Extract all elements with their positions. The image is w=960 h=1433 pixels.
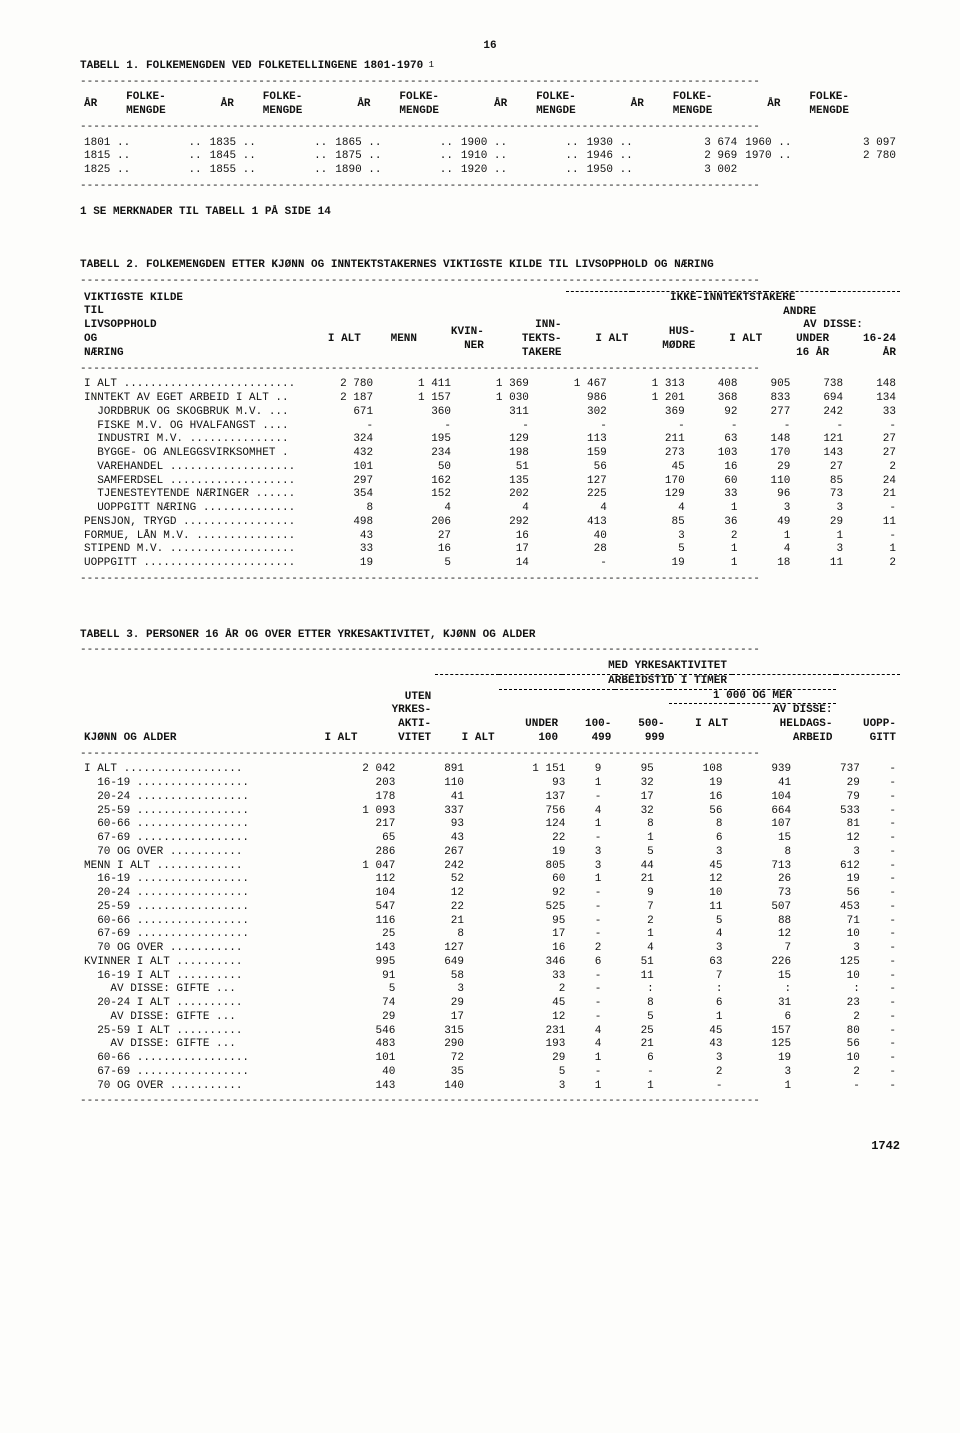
table-row: STIPEND M.V. ...................33161728… bbox=[80, 543, 900, 557]
footnote-marker: 1 bbox=[423, 60, 434, 70]
table2-body: I ALT ..........................2 7801 4… bbox=[80, 378, 900, 571]
divider: ----------------------------------------… bbox=[80, 644, 900, 658]
table-row: INNTEKT AV EGET ARBEID I ALT ..2 1871 15… bbox=[80, 392, 900, 406]
table-row: 60-66 .................1162195-258871- bbox=[80, 915, 900, 929]
divider: ----------------------------------------… bbox=[80, 363, 900, 377]
table-row: 20-24 .................17841137-17161047… bbox=[80, 791, 900, 805]
table-row: 67-69 .................40355--232- bbox=[80, 1066, 900, 1080]
table1-note: 1 SE MERKNADER TIL TABELL 1 PÅ SIDE 14 bbox=[80, 206, 900, 220]
table-row: I ALT ..........................2 7801 4… bbox=[80, 378, 900, 392]
table-row: UOPPGITT .......................19514-19… bbox=[80, 557, 900, 571]
table-row: 67-69 .................654322-161512- bbox=[80, 832, 900, 846]
table-row: 67-69 .................25817-141210- bbox=[80, 928, 900, 942]
divider: ----------------------------------------… bbox=[80, 180, 900, 194]
table-row: 25-59 .................54722525-71150745… bbox=[80, 901, 900, 915]
divider: ----------------------------------------… bbox=[80, 1095, 900, 1109]
table-row: MENN I ALT .............1 04724280534445… bbox=[80, 860, 900, 874]
table3-title: TABELL 3. PERSONER 16 ÅR OG OVER ETTER Y… bbox=[80, 629, 900, 643]
table-row: 60-66 .................2179312418810781- bbox=[80, 818, 900, 832]
divider: ----------------------------------------… bbox=[80, 121, 900, 135]
table-row: 25-59 .................1 093337756432566… bbox=[80, 805, 900, 819]
table-row: TJENESTEYTENDE NÆRINGER ......3541522022… bbox=[80, 488, 900, 502]
table2-title: TABELL 2. FOLKEMENGDEN ETTER KJØNN OG IN… bbox=[80, 259, 900, 273]
divider: ----------------------------------------… bbox=[80, 275, 900, 289]
table-row: 70 OG OVER ...........143140311-1-- bbox=[80, 1080, 900, 1094]
table-row: 1825 ....1855 ....1890 ....1920 ....1950… bbox=[80, 164, 900, 178]
table-row: FORMUE, LÅN M.V. ...............43271640… bbox=[80, 530, 900, 544]
table-row: INDUSTRI M.V. ...............32419512911… bbox=[80, 433, 900, 447]
table-row: 25-59 I ALT ..........546315231425451578… bbox=[80, 1025, 900, 1039]
table-row: AV DISSE: GIFTE ...291712-5162- bbox=[80, 1011, 900, 1025]
table-row: PENSJON, TRYGD .................49820629… bbox=[80, 516, 900, 530]
table2-header: VIKTIGSTE KILDETILLIVSOPPHOLDOGNÆRING IK… bbox=[80, 291, 900, 361]
table-row: 1815 ....1845 ....1875 ....1910 ....1946… bbox=[80, 150, 900, 164]
table-row: VAREHANDEL ...................1015051564… bbox=[80, 461, 900, 475]
table-row: 60-66 .................10172291631910- bbox=[80, 1052, 900, 1066]
table-row: 20-24 I ALT ..........742945-863123- bbox=[80, 997, 900, 1011]
divider: ----------------------------------------… bbox=[80, 573, 900, 587]
table-row: 70 OG OVER ...........2862671935383- bbox=[80, 846, 900, 860]
footer-page-number: 1742 bbox=[80, 1139, 900, 1154]
table1-body: 1801 ....1835 ....1865 ....1900 ....1930… bbox=[80, 137, 900, 178]
table-row: AV DISSE: GIFTE ...4832901934214312556- bbox=[80, 1038, 900, 1052]
table-row: KVINNER I ALT ..........9956493466516322… bbox=[80, 956, 900, 970]
table-row: BYGGE- OG ANLEGGSVIRKSOMHET .43223419815… bbox=[80, 447, 900, 461]
table1-title: TABELL 1. FOLKEMENGDEN VED FOLKETELLINGE… bbox=[80, 60, 900, 74]
table-row: 70 OG OVER ...........1431271624373- bbox=[80, 942, 900, 956]
table3-header: KJØNN OG ALDER I ALT UTENYRKES-AKTI-VITE… bbox=[80, 660, 900, 746]
page-number-top: 16 bbox=[80, 40, 900, 54]
table3-body: I ALT ..................2 0428911 151995… bbox=[80, 763, 900, 1093]
table-row: FISKE M.V. OG HVALFANGST ....--------- bbox=[80, 420, 900, 434]
divider: ----------------------------------------… bbox=[80, 76, 900, 90]
table-row: 16-19 I ALT ..........915833-1171510- bbox=[80, 970, 900, 984]
table-row: UOPPGITT NÆRING ..............84444133- bbox=[80, 502, 900, 516]
table-row: I ALT ..................2 0428911 151995… bbox=[80, 763, 900, 777]
table-row: 16-19 .................20311093132194129… bbox=[80, 777, 900, 791]
table-row: 1801 ....1835 ....1865 ....1900 ....1930… bbox=[80, 137, 900, 151]
table-row: 20-24 .................1041292-9107356- bbox=[80, 887, 900, 901]
table1-header: ÅRFOLKE-MENGDE ÅRFOLKE-MENGDE ÅRFOLKE-ME… bbox=[80, 91, 900, 119]
table-row: AV DISSE: GIFTE ...532-::::- bbox=[80, 983, 900, 997]
divider: ----------------------------------------… bbox=[80, 748, 900, 762]
table-row: SAMFERDSEL ...................2971621351… bbox=[80, 475, 900, 489]
table-row: 16-19 .................1125260121122619- bbox=[80, 873, 900, 887]
table-row: JORDBRUK OG SKOGBRUK M.V. ...67136031130… bbox=[80, 406, 900, 420]
